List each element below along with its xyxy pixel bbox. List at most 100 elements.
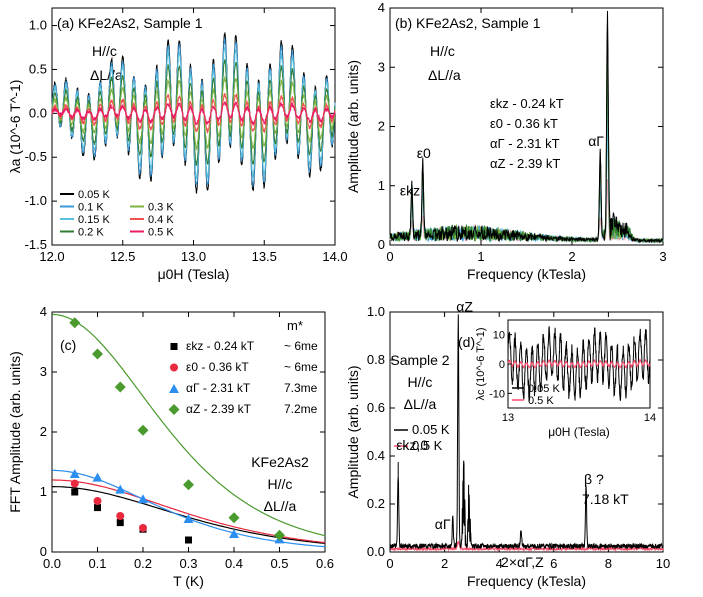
- panel-a-x-tick-label: 13.5: [252, 249, 277, 264]
- panel-d-panel-label: (d): [458, 334, 475, 350]
- panel-a-y-tick-label: -0.5: [25, 149, 47, 164]
- panel-d-y-axis-label: Amplitude (arb. units): [345, 365, 361, 498]
- panel-a-legend-label: 0.3 K: [148, 202, 174, 214]
- panel-b-y-tick-label: 1: [378, 178, 385, 193]
- panel-c-note: ΔL//a: [264, 498, 297, 514]
- panel-b-y-tick-label: 4: [378, 0, 385, 15]
- panel-d-inset-series-line: [507, 358, 651, 370]
- panel-b-peak-label: αΓ: [588, 133, 604, 149]
- panel-c-legend-header: m*: [287, 318, 303, 333]
- panel-b-series-line: [389, 111, 664, 244]
- panel-d-inset-y-tick-label: -10: [489, 388, 505, 400]
- panel-d-inset-x-tick-label: 14: [644, 412, 656, 424]
- panel-c-y-tick-label: 2: [40, 424, 47, 439]
- panel-c-legend-mass: 7.3me: [284, 381, 318, 395]
- panel-b-y-tick-label: 3: [378, 59, 385, 74]
- panel-a-x-tick-label: 14.0: [322, 249, 347, 264]
- panel-d-y-tick-label: 0.8: [367, 352, 385, 367]
- panel-a-x-tick-label: 12.0: [39, 249, 64, 264]
- panel-c-point: [228, 512, 240, 524]
- panel-d-inset-legend-label: 0.05 K: [528, 383, 560, 395]
- panel-a-panel: 12.0 12.5 13.0 13.5 14.0 -1.5 -1.0 -0.5 0.0 0.5 1.…: [7, 7, 348, 282]
- panel-d-peak-label: β ?: [584, 471, 604, 487]
- panel-c-point: [116, 519, 124, 527]
- panel-a-y-axis-label: λa (10^-6 T^-1): [7, 80, 23, 174]
- panel-d-panel: 0 2 4 6 8 10 0.0 0.2 0.4 0.6 0.8 1.0 Frequency (kTes…: [345, 299, 670, 589]
- panel-b-note: H//c: [430, 43, 455, 59]
- panel-c-point: [183, 479, 194, 491]
- panel-c-point: [274, 529, 285, 541]
- panel-c-y-tick-label: 1: [40, 484, 47, 499]
- panel-c-legend-mass: ~ 6me: [284, 360, 318, 374]
- panel-c-point: [116, 512, 125, 520]
- panel-d-inset-series-line: [507, 326, 651, 401]
- panel-c-point: [185, 536, 192, 544]
- panel-c-x-tick-label: 0.4: [225, 556, 243, 571]
- panel-a-series-line: [51, 101, 336, 127]
- panel-d-legend-label: 0.5 K: [412, 438, 443, 453]
- panel-a-legend-label: 0.15 K: [78, 214, 110, 226]
- panel-b-x-tick-label: 3: [659, 249, 666, 264]
- panel-c-x-tick-label: 0.2: [134, 556, 152, 571]
- panel-c-legend-label: ε0 - 0.36 kT: [186, 360, 249, 374]
- panel-d-inset-y-tick-label: 10: [493, 330, 505, 342]
- panel-c-x-axis-label: T (K): [173, 573, 204, 589]
- panel-b-x-axis-label: Frequency (kTesla): [467, 266, 586, 282]
- panel-c-legend-marker: [170, 363, 178, 372]
- panel-a-series-line: [51, 76, 336, 151]
- panel-d-y-tick-label: 0.2: [367, 496, 385, 511]
- panel-d-note: Sample 2: [390, 352, 449, 368]
- panel-c-x-tick-label: 0.3: [179, 556, 197, 571]
- panel-d-series-line: [389, 314, 664, 551]
- panel-d-note: H//c: [408, 374, 433, 390]
- panel-d-beta-label: 7.18 kT: [582, 491, 629, 507]
- panel-b-x-tick-label: 2: [568, 249, 575, 264]
- panel-d-x-tick-label: 10: [656, 556, 670, 571]
- panel-d-inset-x-tick-label: 13: [502, 412, 514, 424]
- panel-d-peak-label: εkz,0: [396, 437, 428, 453]
- panel-b-note: ΔL//a: [428, 67, 461, 83]
- panel-c-point: [137, 424, 149, 436]
- panel-d-inset-legend-label: 0.5 K: [528, 395, 554, 407]
- panel-d-legend-label: 0.05 K: [412, 422, 450, 437]
- panel-d-y-tick-label: 0.0: [367, 544, 385, 559]
- panel-c-legend-mass: 7.2me: [284, 402, 318, 416]
- panel-c-point: [183, 514, 194, 523]
- panel-a-y-tick-label: -1.5: [25, 237, 47, 252]
- panel-d-x-tick-label: 4: [496, 556, 503, 571]
- panel-d-inset-y-tick-label: 0: [499, 359, 505, 371]
- panel-c-y-tick-label: 3: [40, 364, 47, 379]
- panel-c-legend-mass: ~ 6me: [284, 339, 318, 353]
- panel-d-x-tick-label: 8: [605, 556, 612, 571]
- panel-a-y-tick-label: 0.5: [29, 61, 47, 76]
- panel-c-panel: 0.0 0.1 0.2 0.3 0.4 0.5 0.6 0 1 2 3 4 T (K) FFT Ampli…: [7, 304, 334, 589]
- panel-d-x-tick-label: 0: [386, 556, 393, 571]
- panel-d-x-axis-label: Frequency (kTesla): [467, 573, 586, 589]
- panel-b-panel: 0 1 2 3 0 1 2 3 4 Frequency (kTesla) Amplitude (ar…: [345, 0, 667, 282]
- panel-c-point: [114, 381, 126, 393]
- panel-c-point: [70, 479, 79, 488]
- panel-c-y-axis-label: FFT Amplitude (arb. units): [7, 351, 23, 513]
- panel-a-x-tick-label: 12.5: [110, 249, 135, 264]
- panel-d-peak-label: 2×αΓ,Z: [501, 554, 544, 570]
- panel-c-fit-curve: [52, 313, 326, 537]
- panel-b-annotation-line: αZ - 2.39 kT: [490, 156, 560, 171]
- panel-a-y-tick-label: 1.0: [29, 18, 47, 33]
- panel-b-x-tick-label: 0: [386, 249, 393, 264]
- panel-d-peak-label: αΓ: [435, 516, 451, 532]
- panel-b-y-tick-label: 0: [378, 237, 385, 252]
- panel-d-inset-x-axis-label: μ0H (Tesla): [548, 425, 610, 439]
- panel-b-annotation-line: εkz - 0.24 kT: [490, 96, 564, 111]
- panel-d-y-tick-label: 0.6: [367, 400, 385, 415]
- panel-c-point: [93, 497, 102, 505]
- panel-c-point: [69, 469, 80, 478]
- panel-a-x-tick-label: 13.0: [181, 249, 206, 264]
- panel-b-peak-label: αZ: [595, 0, 612, 1]
- panel-b-peak-label: εkz: [400, 183, 420, 199]
- panel-c-y-tick-label: 0: [40, 544, 47, 559]
- panel-c-point: [71, 488, 79, 496]
- panel-c-note: H//c: [268, 476, 293, 492]
- panel-d-x-tick-label: 6: [550, 556, 557, 571]
- panel-d-y-tick-label: 0.4: [367, 448, 385, 463]
